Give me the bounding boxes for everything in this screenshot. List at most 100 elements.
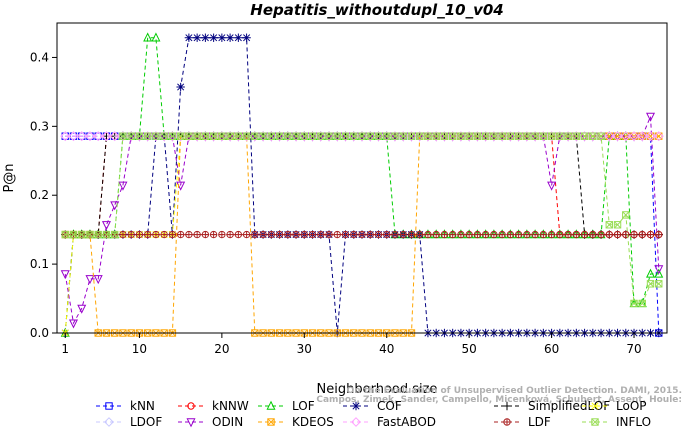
data-point-ldf (383, 230, 391, 239)
data-point-inflo (111, 230, 119, 239)
data-point-inflo (143, 132, 152, 140)
data-point-inflo (622, 211, 630, 219)
legend-marker (267, 418, 275, 426)
data-point-ldf (490, 230, 498, 239)
legend-entry-ldf: LDF (494, 415, 551, 429)
data-point-inflo (383, 132, 391, 140)
legend-marker (591, 418, 599, 426)
legend-label: FastABOD (377, 415, 436, 429)
data-point-ldf (391, 230, 399, 239)
data-point-inflo (292, 132, 300, 140)
data-point-cof (176, 82, 185, 92)
data-point-inflo (341, 132, 350, 140)
data-point-cof (225, 33, 235, 42)
data-point-inflo (448, 132, 457, 140)
data-point-cof (192, 33, 202, 42)
series-group (60, 32, 664, 338)
data-point-inflo (119, 132, 127, 140)
data-point-ldf (597, 230, 605, 239)
data-point-ldf (308, 230, 317, 239)
series-line-knnw (65, 135, 659, 236)
data-point-ldf (135, 230, 144, 239)
data-point-inflo (209, 132, 218, 140)
data-point-ldf (366, 230, 374, 239)
axes: 0.0 0.1 0.2 0.3 0.4 1 10 20 30 40 50 60 70 (30, 50, 642, 356)
data-point-knn (78, 132, 86, 140)
data-point-inflo (94, 230, 102, 239)
citation-line-2: On the Evaluation of Unsupervised Outlie… (347, 386, 682, 396)
data-point-odin (93, 275, 103, 285)
series-line-odin (64, 116, 660, 325)
data-point-inflo (490, 132, 498, 140)
data-point-ldf (589, 230, 597, 239)
data-point-fastabod (604, 131, 615, 142)
data-point-inflo (514, 132, 523, 140)
data-point-ldf (300, 230, 308, 239)
data-point-fastabod (68, 131, 79, 142)
data-point-inflo (275, 132, 284, 140)
data-point-inflo (391, 132, 399, 140)
data-point-ldf (358, 230, 366, 239)
data-point-ldf (152, 230, 160, 239)
data-point-ldf (638, 230, 646, 239)
data-point-inflo (358, 132, 366, 140)
data-point-ldf (539, 230, 548, 239)
data-point-odin (85, 275, 95, 285)
data-point-fastabod (76, 131, 87, 142)
data-point-odin (77, 304, 87, 314)
x-tick-label: 50 (462, 342, 477, 356)
legend-label: COF (377, 399, 402, 413)
data-point-inflo (655, 280, 663, 288)
data-point-inflo (308, 132, 317, 140)
data-point-ldf (201, 230, 210, 239)
data-point-inflo (152, 132, 160, 140)
legend-entry-cof: COF (343, 399, 402, 413)
data-point-ldf (564, 230, 572, 239)
data-point-inflo (333, 132, 341, 140)
legend-entry-ldof: LDOF (96, 415, 162, 429)
legend-label: SimplifiedLOF (528, 399, 610, 413)
data-point-inflo (78, 230, 86, 239)
data-point-ldf (160, 230, 168, 239)
legend-label: ODIN (212, 415, 243, 429)
data-point-ldf (580, 230, 589, 239)
legend-label: LOF (292, 399, 315, 413)
series-line-cof (64, 37, 659, 334)
data-point-inflo (589, 132, 597, 140)
data-point-cof (217, 33, 227, 42)
legend-marker (186, 418, 196, 428)
data-point-ldf (168, 230, 177, 239)
data-point-fastabod (620, 131, 631, 142)
data-point-fastabod (101, 131, 112, 142)
data-point-cof (242, 33, 251, 42)
data-point-odin (118, 181, 128, 191)
data-point-inflo (135, 132, 144, 140)
data-point-lof (143, 32, 153, 42)
data-point-ldf (218, 230, 226, 239)
data-point-inflo (102, 230, 111, 239)
data-point-ldf (605, 230, 613, 239)
data-point-ldf (284, 230, 292, 239)
legend-label: LDOF (130, 415, 162, 429)
data-point-ldf (374, 230, 383, 239)
data-point-ldf (424, 230, 432, 239)
data-point-lof (646, 268, 656, 278)
legend-label: KDEOS (292, 415, 334, 429)
data-point-ldf (630, 230, 638, 239)
data-point-knn (69, 132, 78, 140)
data-point-fastabod (109, 131, 120, 142)
series-inflo (61, 132, 663, 308)
data-point-odin (110, 201, 120, 211)
data-point-ldf (176, 230, 185, 239)
data-point-cof (209, 33, 218, 42)
data-point-ldf (523, 230, 531, 239)
data-point-inflo (218, 132, 226, 140)
data-point-inflo (564, 132, 572, 140)
data-point-inflo (317, 132, 325, 140)
data-point-ldf (531, 230, 539, 239)
data-point-inflo (259, 132, 267, 140)
data-point-inflo (523, 132, 531, 140)
data-point-inflo (374, 132, 383, 140)
data-point-inflo (556, 132, 564, 140)
legend-marker (266, 400, 276, 410)
